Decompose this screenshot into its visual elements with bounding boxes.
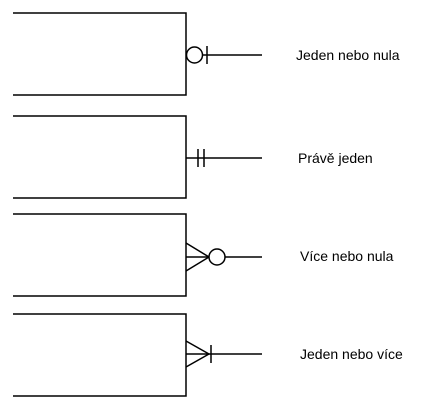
zero-or-many-notation-icon — [186, 243, 262, 271]
notation-label: Jeden nebo nula — [296, 47, 400, 63]
exactly-one-notation-icon — [186, 149, 262, 167]
entity-box — [13, 116, 186, 198]
zero-or-one-notation-icon — [186, 46, 262, 64]
notation-label: Právě jeden — [298, 150, 373, 166]
entity-box — [13, 314, 186, 396]
notation-row-exactly-one: Právě jeden — [13, 116, 373, 198]
notation-label: Více nebo nula — [300, 248, 394, 264]
notation-row-one-or-many: Jeden nebo více — [13, 314, 403, 396]
notation-row-zero-or-one: Jeden nebo nula — [13, 13, 400, 95]
entity-box — [13, 214, 186, 296]
notation-label: Jeden nebo více — [300, 346, 403, 362]
notation-row-zero-or-many: Více nebo nula — [13, 214, 394, 296]
one-or-many-notation-icon — [186, 341, 262, 367]
entity-box — [13, 13, 186, 95]
